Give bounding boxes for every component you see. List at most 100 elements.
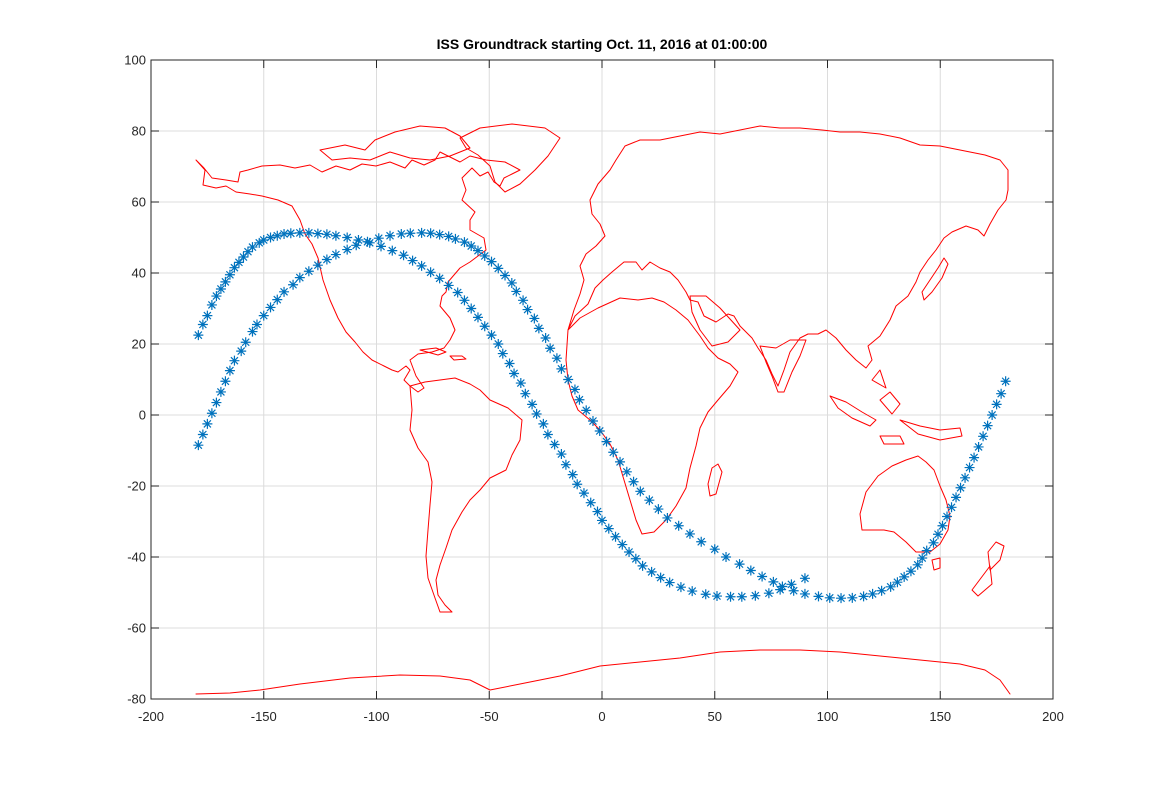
x-tick-label: 50 (708, 709, 722, 724)
track-point (551, 353, 562, 364)
track-point (799, 573, 810, 584)
track-point (193, 440, 204, 451)
track-point (405, 228, 416, 239)
coastline-south-america (409, 377, 523, 613)
track-point (675, 582, 686, 593)
track-point (549, 439, 560, 450)
track-point (425, 228, 436, 239)
track-point (813, 591, 824, 602)
coastline-japan (921, 257, 949, 301)
track-point (312, 228, 323, 239)
track-point (396, 228, 407, 239)
track-point (608, 447, 619, 458)
track-point (788, 585, 799, 596)
track-point (330, 249, 341, 260)
track-point (197, 319, 208, 330)
track-point (932, 529, 943, 540)
track-point (646, 566, 657, 577)
track-point (644, 495, 655, 506)
track-point (303, 227, 314, 238)
track-point (610, 531, 621, 542)
track-point (434, 273, 445, 284)
track-point (265, 232, 276, 243)
track-point (500, 270, 511, 281)
track-point (466, 303, 477, 314)
track-point (533, 323, 544, 334)
coastline-arctic-islands (319, 125, 471, 161)
coastline-southeast-asia-islands (829, 369, 963, 445)
track-point (206, 299, 217, 310)
y-tick-label: -60 (127, 621, 146, 636)
coastline-arabia (689, 295, 741, 347)
track-point (725, 591, 736, 602)
track-point (258, 310, 269, 321)
track-point (351, 240, 362, 251)
track-point (917, 553, 928, 564)
track-point (330, 230, 341, 241)
track-point (497, 348, 508, 359)
track-point (385, 230, 396, 241)
iss-groundtrack (193, 227, 1011, 604)
track-point (407, 255, 418, 266)
track-point (673, 520, 684, 531)
track-point (416, 260, 427, 271)
track-point (899, 571, 910, 582)
track-point (486, 330, 497, 341)
track-point (775, 584, 786, 595)
track-point (486, 256, 497, 267)
track-point (905, 566, 916, 577)
track-point (224, 365, 235, 376)
track-point (556, 449, 567, 460)
x-tick-label: -100 (363, 709, 389, 724)
coastline-tasmania (931, 557, 941, 571)
track-point (563, 374, 574, 385)
x-tick-label: -150 (251, 709, 277, 724)
track-point (572, 479, 583, 490)
track-point (493, 339, 504, 349)
track-point (193, 330, 204, 341)
chart-title: ISS Groundtrack starting Oct. 11, 2016 a… (437, 36, 768, 52)
track-point (342, 232, 353, 243)
track-point (581, 405, 592, 416)
track-point (876, 585, 887, 596)
track-point (545, 343, 556, 354)
track-point (529, 313, 540, 324)
track-point (364, 237, 375, 248)
axes: -200 -150 -100 -50 0 50 100 150 200-80-60-40-200… (124, 53, 1064, 725)
track-point (996, 388, 1007, 399)
x-tick-label: 150 (929, 709, 951, 724)
x-tick-label: 200 (1042, 709, 1064, 724)
coastline-new-zealand (971, 541, 1005, 597)
track-point (964, 462, 975, 473)
track-point (504, 358, 515, 369)
track-point (493, 263, 504, 274)
x-tick-label: 0 (598, 709, 605, 724)
track-point (592, 506, 603, 517)
track-point (637, 560, 648, 571)
track-point (912, 559, 923, 570)
x-tick-label: -50 (480, 709, 499, 724)
track-point (892, 577, 903, 588)
track-point (202, 418, 213, 429)
track-point (1000, 376, 1011, 387)
y-tick-label: 60 (132, 195, 146, 210)
track-point (942, 511, 953, 522)
track-point (251, 319, 262, 330)
coastline-antarctica (195, 649, 1011, 695)
track-point (991, 399, 1002, 410)
track-point (321, 254, 332, 265)
track-point (973, 441, 984, 452)
track-point (734, 559, 745, 570)
x-tick-label: -200 (138, 709, 164, 724)
track-point (687, 586, 698, 597)
track-point (206, 408, 217, 419)
track-point (479, 250, 490, 261)
y-tick-label: 80 (132, 124, 146, 139)
track-point (506, 277, 517, 288)
track-point (285, 228, 296, 239)
track-point (538, 418, 549, 429)
track-point (472, 245, 483, 256)
track-point (921, 545, 932, 556)
track-point (978, 431, 989, 442)
